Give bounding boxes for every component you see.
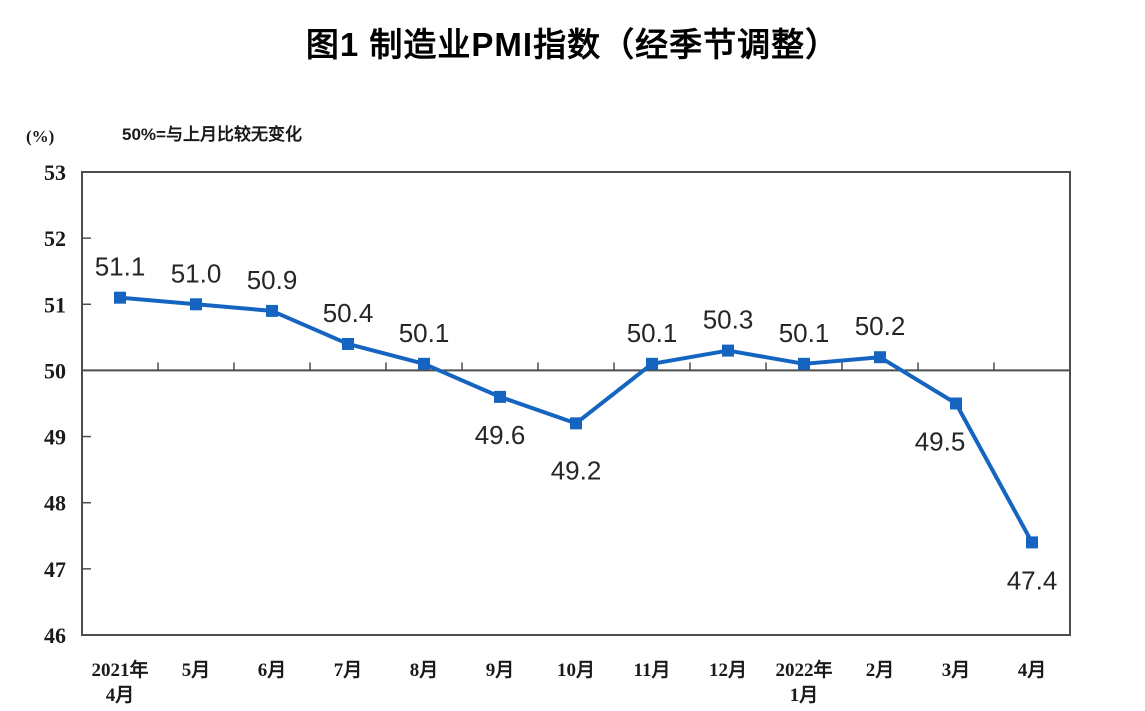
data-point-label: 50.4 [323, 298, 374, 328]
y-tick-label: 51 [44, 292, 66, 317]
x-tick-label: 11月 [634, 660, 671, 681]
data-point-label: 49.5 [915, 427, 966, 457]
data-point-marker [342, 337, 354, 350]
y-tick-label: 49 [44, 425, 66, 450]
y-tick-label: 48 [44, 491, 66, 516]
data-point-marker [646, 357, 658, 370]
data-point-marker [1026, 536, 1038, 549]
reference-note: 50%=与上月比较无变化 [122, 125, 302, 144]
x-tick-label: 2022年 1月 [775, 658, 832, 706]
data-point-label: 49.2 [551, 455, 602, 485]
x-tick-label: 6月 [258, 660, 287, 681]
plot-border [81, 171, 1071, 636]
data-point-marker [722, 344, 734, 357]
y-tick-label: 52 [44, 226, 66, 251]
x-tick-label: 12月 [709, 660, 747, 681]
data-point-marker [190, 298, 202, 311]
x-tick-label: 10月 [557, 660, 595, 681]
data-point-label: 49.6 [475, 420, 526, 450]
x-tick-label: 4月 [1018, 660, 1047, 681]
data-point-marker [874, 351, 886, 364]
y-tick-label: 50 [44, 358, 66, 383]
x-tick-label: 2月 [866, 660, 895, 681]
data-point-label: 50.3 [703, 305, 754, 335]
data-point-label: 47.4 [1007, 565, 1058, 595]
x-tick-label: 7月 [334, 660, 363, 681]
page-title: 图1 制造业PMI指数（经季节调整） [305, 26, 840, 63]
data-point-label: 50.2 [855, 311, 906, 341]
data-point-label: 51.0 [171, 258, 222, 288]
y-tick-label: 53 [44, 160, 66, 185]
x-tick-label: 3月 [942, 660, 971, 681]
data-point-marker [494, 390, 506, 403]
y-tick-label: 47 [44, 557, 66, 582]
data-point-marker [798, 357, 810, 370]
data-point-label: 50.1 [399, 318, 450, 348]
x-tick-label: 2021年 4月 [91, 658, 148, 706]
x-tick-label: 8月 [410, 660, 439, 681]
y-axis-unit-label: (%) [26, 127, 55, 146]
x-tick-label: 9月 [486, 660, 515, 681]
data-point-label: 51.1 [95, 252, 146, 282]
data-point-marker [266, 304, 278, 317]
data-point-label: 50.1 [627, 318, 678, 348]
data-point-marker [114, 291, 126, 304]
data-point-marker [418, 357, 430, 370]
data-point-label: 50.9 [247, 265, 298, 295]
data-point-label: 50.1 [779, 318, 830, 348]
data-point-marker [570, 417, 582, 430]
data-point-marker [950, 397, 962, 410]
x-tick-label: 5月 [182, 660, 211, 681]
y-tick-label: 46 [44, 623, 66, 648]
